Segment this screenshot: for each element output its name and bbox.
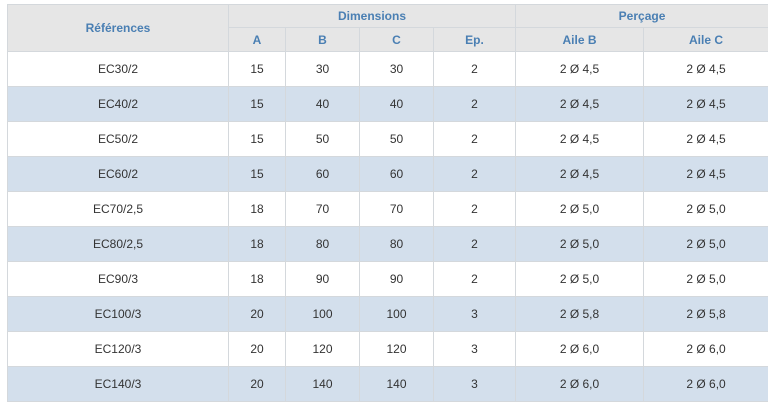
- cell-aile-b: 2 Ø 4,5: [515, 121, 645, 157]
- cell-b: 60: [285, 156, 360, 192]
- cell-ep: 3: [432, 331, 517, 367]
- cell-a: 15: [228, 121, 286, 157]
- cell-c: 30: [359, 51, 434, 87]
- cell-aile-b: 2 Ø 5,8: [515, 296, 645, 332]
- cell-aile-c: 2 Ø 5,8: [643, 296, 768, 332]
- cell-b: 40: [285, 86, 360, 122]
- cell-ep: 3: [432, 366, 517, 402]
- cell-ep: 2: [432, 156, 517, 192]
- header-ep: Ep.: [432, 27, 517, 52]
- cell-reference: EC120/3: [7, 331, 229, 367]
- cell-aile-b: 2 Ø 4,5: [515, 51, 645, 87]
- table-row: EC140/3 20 140 140 3 2 Ø 6,0 2 Ø 6,0: [7, 366, 768, 402]
- cell-b: 140: [285, 366, 360, 402]
- header-references: Références: [7, 4, 229, 52]
- cell-ep: 3: [432, 296, 517, 332]
- cell-aile-b: 2 Ø 5,0: [515, 191, 645, 227]
- cell-aile-b: 2 Ø 6,0: [515, 331, 645, 367]
- header-aile-c: Aile C: [643, 27, 768, 52]
- cell-c: 50: [359, 121, 434, 157]
- cell-reference: EC40/2: [7, 86, 229, 122]
- table-row: EC30/2 15 30 30 2 2 Ø 4,5 2 Ø 4,5: [7, 51, 768, 87]
- cell-reference: EC30/2: [7, 51, 229, 87]
- cell-c: 90: [359, 261, 434, 297]
- cell-b: 80: [285, 226, 360, 262]
- cell-ep: 2: [432, 86, 517, 122]
- cell-b: 100: [285, 296, 360, 332]
- cell-a: 15: [228, 51, 286, 87]
- cell-ep: 2: [432, 51, 517, 87]
- cell-a: 18: [228, 226, 286, 262]
- cell-ep: 2: [432, 226, 517, 262]
- cell-a: 18: [228, 261, 286, 297]
- cell-aile-c: 2 Ø 5,0: [643, 261, 768, 297]
- cell-b: 90: [285, 261, 360, 297]
- cell-b: 30: [285, 51, 360, 87]
- cell-aile-c: 2 Ø 4,5: [643, 156, 768, 192]
- table-row: EC100/3 20 100 100 3 2 Ø 5,8 2 Ø 5,8: [7, 296, 768, 332]
- table-row: EC120/3 20 120 120 3 2 Ø 6,0 2 Ø 6,0: [7, 331, 768, 367]
- header-a: A: [228, 27, 286, 52]
- cell-aile-b: 2 Ø 4,5: [515, 156, 645, 192]
- cell-aile-b: 2 Ø 5,0: [515, 226, 645, 262]
- table-header: Références Dimensions Perçage A B C Ep. …: [7, 4, 768, 52]
- cell-aile-b: 2 Ø 5,0: [515, 261, 645, 297]
- header-row-columns: A B C Ep. Aile B Aile C: [8, 27, 768, 52]
- cell-a: 20: [228, 331, 286, 367]
- cell-ep: 2: [432, 121, 517, 157]
- cell-aile-b: 2 Ø 4,5: [515, 86, 645, 122]
- cell-reference: EC80/2,5: [7, 226, 229, 262]
- cell-b: 50: [285, 121, 360, 157]
- cell-a: 20: [228, 296, 286, 332]
- cell-a: 18: [228, 191, 286, 227]
- header-c: C: [359, 27, 434, 52]
- header-percage: Perçage: [515, 4, 768, 28]
- cell-c: 70: [359, 191, 434, 227]
- table-row: EC90/3 18 90 90 2 2 Ø 5,0 2 Ø 5,0: [7, 261, 768, 297]
- cell-c: 120: [359, 331, 434, 367]
- cell-c: 80: [359, 226, 434, 262]
- cell-a: 15: [228, 156, 286, 192]
- cell-reference: EC140/3: [7, 366, 229, 402]
- cell-b: 120: [285, 331, 360, 367]
- cell-c: 60: [359, 156, 434, 192]
- cell-aile-c: 2 Ø 4,5: [643, 86, 768, 122]
- header-b: B: [285, 27, 360, 52]
- table-row: EC40/2 15 40 40 2 2 Ø 4,5 2 Ø 4,5: [7, 86, 768, 122]
- cell-reference: EC60/2: [7, 156, 229, 192]
- table-body: EC30/2 15 30 30 2 2 Ø 4,5 2 Ø 4,5 EC40/2…: [7, 51, 768, 402]
- cell-aile-c: 2 Ø 4,5: [643, 51, 768, 87]
- cell-a: 20: [228, 366, 286, 402]
- table-row: EC70/2,5 18 70 70 2 2 Ø 5,0 2 Ø 5,0: [7, 191, 768, 227]
- header-aile-b: Aile B: [515, 27, 645, 52]
- table-row: EC50/2 15 50 50 2 2 Ø 4,5 2 Ø 4,5: [7, 121, 768, 157]
- header-dimensions: Dimensions: [227, 4, 517, 28]
- cell-ep: 2: [432, 261, 517, 297]
- cell-aile-b: 2 Ø 6,0: [515, 366, 645, 402]
- cell-reference: EC50/2: [7, 121, 229, 157]
- cell-aile-c: 2 Ø 4,5: [643, 121, 768, 157]
- cell-c: 40: [359, 86, 434, 122]
- specifications-table: Références Dimensions Perçage A B C Ep. …: [7, 4, 768, 402]
- table-row: EC80/2,5 18 80 80 2 2 Ø 5,0 2 Ø 5,0: [7, 226, 768, 262]
- cell-aile-c: 2 Ø 6,0: [643, 366, 768, 402]
- cell-a: 15: [228, 86, 286, 122]
- cell-ep: 2: [432, 191, 517, 227]
- cell-aile-c: 2 Ø 5,0: [643, 226, 768, 262]
- cell-reference: EC100/3: [7, 296, 229, 332]
- cell-c: 100: [359, 296, 434, 332]
- header-row-groups: Références Dimensions Perçage: [7, 4, 768, 52]
- cell-c: 140: [359, 366, 434, 402]
- cell-reference: EC90/3: [7, 261, 229, 297]
- table-row: EC60/2 15 60 60 2 2 Ø 4,5 2 Ø 4,5: [7, 156, 768, 192]
- cell-aile-c: 2 Ø 5,0: [643, 191, 768, 227]
- cell-aile-c: 2 Ø 6,0: [643, 331, 768, 367]
- cell-b: 70: [285, 191, 360, 227]
- cell-reference: EC70/2,5: [7, 191, 229, 227]
